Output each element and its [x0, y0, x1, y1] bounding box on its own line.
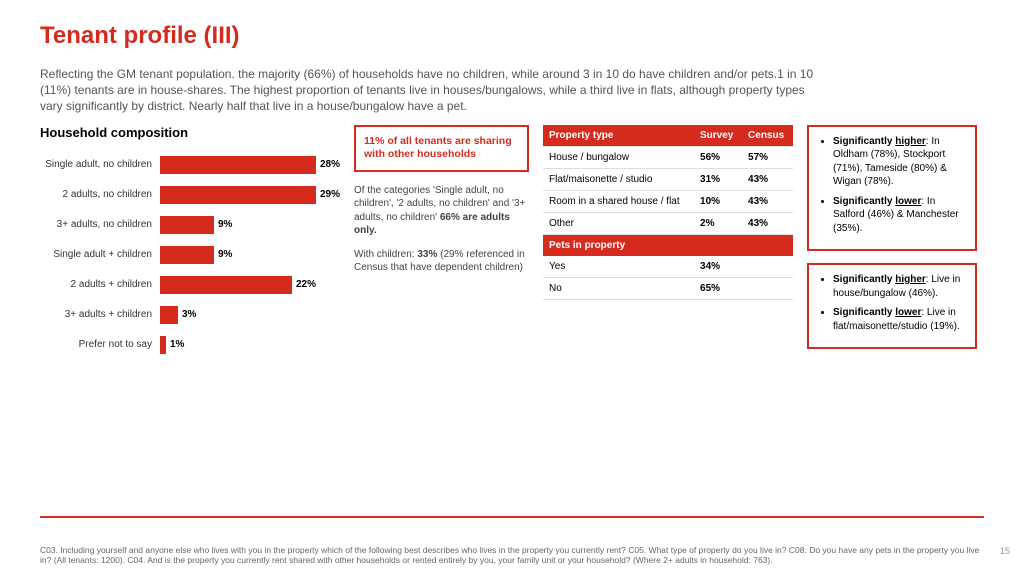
table-row: Other2%43% [543, 212, 793, 234]
table-row: Yes34% [543, 256, 793, 278]
table-row: Flat/maisonette / studio31%43% [543, 168, 793, 190]
table-header-cell: Survey [694, 125, 742, 147]
page-title: Tenant profile (III) [40, 22, 984, 50]
cell-label: Yes [543, 256, 694, 278]
bar-track: 9% [160, 216, 340, 234]
bar-fill [160, 156, 316, 174]
bar-label: 3+ adults, no children [40, 219, 160, 230]
cell-census: 43% [742, 190, 793, 212]
bar-value: 1% [170, 339, 184, 350]
sidebox-column: Significantly higher: In Oldham (78%), S… [807, 125, 977, 360]
bar-value: 9% [218, 219, 232, 230]
bar-track: 1% [160, 336, 340, 354]
property-table: Property typeSurveyCensus House / bungal… [543, 125, 793, 300]
cell-census [742, 256, 793, 278]
cell-survey: 34% [694, 256, 742, 278]
bar-value: 28% [320, 159, 340, 170]
bar-chart: Single adult, no children 28% 2 adults, no… [40, 150, 340, 360]
sidebox1-lower: Significantly lower: In Salford (46%) & … [833, 195, 965, 236]
bar-track: 9% [160, 246, 340, 264]
cell-label: No [543, 277, 694, 299]
bar-label: 2 adults + children [40, 279, 160, 290]
note-children-b: 33% [417, 249, 437, 260]
bar-track: 29% [160, 186, 340, 204]
cell-census: 43% [742, 168, 793, 190]
bar-fill [160, 216, 214, 234]
sidebox2-higher: Significantly higher: Live in house/bung… [833, 273, 965, 300]
table-body-property: House / bungalow56%57%Flat/maisonette / … [543, 146, 793, 234]
note-children-a: With children: [354, 249, 417, 260]
intro-paragraph: Reflecting the GM tenant population. the… [40, 66, 820, 115]
bar-value: 9% [218, 249, 232, 260]
bar-row: Single adult, no children 28% [40, 150, 340, 180]
sidebox-districts: Significantly higher: In Oldham (78%), S… [807, 125, 977, 252]
cell-census: 43% [742, 212, 793, 234]
cell-survey: 10% [694, 190, 742, 212]
bar-row: 2 adults, no children 29% [40, 180, 340, 210]
table-section-pets: Pets in property [543, 234, 793, 256]
sidebox1-higher: Significantly higher: In Oldham (78%), S… [833, 135, 965, 189]
table-row: Room in a shared house / flat10%43% [543, 190, 793, 212]
table-column: Property typeSurveyCensus House / bungal… [543, 125, 793, 360]
bar-row: 3+ adults + children 3% [40, 300, 340, 330]
cell-label: Room in a shared house / flat [543, 190, 694, 212]
bar-fill [160, 276, 292, 294]
bar-row: 3+ adults, no children 9% [40, 210, 340, 240]
sidebox2-lower: Significantly lower: Live in flat/maison… [833, 306, 965, 333]
bar-label: 2 adults, no children [40, 189, 160, 200]
bar-label: Single adult, no children [40, 159, 160, 170]
bar-fill [160, 336, 166, 354]
table-row: No65% [543, 277, 793, 299]
cell-label: House / bungalow [543, 146, 694, 168]
cell-census [742, 277, 793, 299]
note-children: With children: 33% (29% referenced in Ce… [354, 248, 529, 275]
bar-label: Prefer not to say [40, 339, 160, 350]
chart-column: Household composition Single adult, no c… [40, 125, 340, 360]
chart-heading: Household composition [40, 125, 340, 140]
bar-row: Prefer not to say 1% [40, 330, 340, 360]
page-number: 15 [1000, 546, 1010, 556]
table-section-pets-label: Pets in property [543, 234, 793, 256]
bar-fill [160, 186, 316, 204]
cell-census: 57% [742, 146, 793, 168]
bar-track: 28% [160, 156, 340, 174]
bar-row: Single adult + children 9% [40, 240, 340, 270]
bar-value: 3% [182, 309, 196, 320]
cell-survey: 65% [694, 277, 742, 299]
table-header-cell: Property type [543, 125, 694, 147]
bar-fill [160, 246, 214, 264]
footnote: C03. Including yourself and anyone else … [40, 545, 984, 566]
notes-column: 11% of all tenants are sharing with othe… [354, 125, 529, 360]
footer-rule [40, 516, 984, 518]
cell-survey: 2% [694, 212, 742, 234]
note-adults: Of the categories 'Single adult, no chil… [354, 184, 529, 238]
bar-value: 22% [296, 279, 316, 290]
bar-track: 22% [160, 276, 340, 294]
callout-box: 11% of all tenants are sharing with othe… [354, 125, 529, 172]
cell-label: Other [543, 212, 694, 234]
bar-value: 29% [320, 189, 340, 200]
table-row: House / bungalow56%57% [543, 146, 793, 168]
cell-survey: 56% [694, 146, 742, 168]
bar-label: 3+ adults + children [40, 309, 160, 320]
cell-survey: 31% [694, 168, 742, 190]
bar-track: 3% [160, 306, 340, 324]
table-header-row: Property typeSurveyCensus [543, 125, 793, 147]
sidebox-property: Significantly higher: Live in house/bung… [807, 263, 977, 349]
cell-label: Flat/maisonette / studio [543, 168, 694, 190]
bar-label: Single adult + children [40, 249, 160, 260]
bar-fill [160, 306, 178, 324]
bar-row: 2 adults + children 22% [40, 270, 340, 300]
table-body-pets: Yes34%No65% [543, 256, 793, 300]
table-header-cell: Census [742, 125, 793, 147]
